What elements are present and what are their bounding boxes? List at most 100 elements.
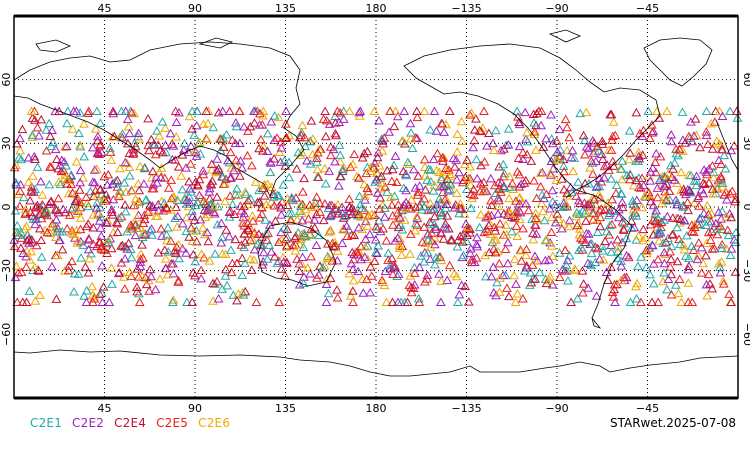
observation-marker (412, 112, 423, 122)
observation-marker (98, 282, 109, 291)
observation-marker (675, 239, 686, 248)
observation-marker (212, 192, 222, 201)
observation-marker (298, 242, 309, 252)
observation-marker (434, 194, 445, 203)
observation-marker (674, 144, 685, 153)
observation-marker (120, 206, 131, 216)
observation-marker (534, 267, 545, 277)
observation-marker (284, 172, 295, 182)
observation-marker (196, 249, 207, 258)
observation-marker (423, 164, 434, 173)
observation-marker (680, 251, 691, 260)
observation-marker (456, 116, 467, 126)
observation-marker (62, 223, 73, 233)
observation-marker (106, 204, 117, 214)
observation-marker (576, 242, 587, 252)
observation-marker (430, 259, 440, 269)
observation-marker (339, 163, 349, 172)
observation-marker (226, 172, 236, 182)
observation-marker (279, 155, 290, 165)
observation-marker (332, 285, 342, 294)
observation-marker (600, 205, 610, 214)
observation-marker (673, 213, 683, 223)
observation-marker (281, 234, 291, 243)
observation-marker (577, 185, 587, 195)
observation-marker (225, 191, 236, 200)
observation-marker (670, 280, 681, 289)
observation-marker (516, 179, 527, 188)
observation-marker (717, 206, 728, 216)
observation-marker (501, 229, 512, 239)
observation-marker (333, 181, 344, 190)
lat-tick-label-left: −30 (0, 259, 13, 282)
observation-marker (704, 163, 715, 173)
observation-marker (141, 279, 152, 289)
observation-marker (327, 256, 338, 265)
observation-marker (572, 220, 583, 230)
observation-marker (156, 224, 166, 233)
observation-marker (698, 258, 709, 268)
observation-marker (310, 197, 321, 207)
observation-marker (120, 242, 131, 251)
observation-marker (631, 294, 642, 303)
observation-marker (315, 207, 325, 216)
observation-marker (36, 114, 47, 124)
observation-marker (125, 244, 136, 254)
observation-marker (558, 198, 569, 207)
observation-marker (29, 151, 40, 161)
observation-marker (529, 126, 540, 136)
observation-marker (647, 240, 658, 250)
observation-marker (466, 203, 476, 212)
observation-marker (191, 236, 202, 246)
observation-marker (583, 258, 593, 267)
observation-marker (510, 297, 521, 306)
observation-marker (354, 107, 365, 117)
observation-marker (474, 222, 485, 232)
observation-marker (410, 202, 421, 211)
observation-marker (42, 227, 53, 237)
observation-marker (166, 193, 177, 203)
observation-marker (660, 186, 670, 196)
observation-marker (429, 211, 440, 221)
observation-marker (311, 192, 322, 201)
observation-marker (246, 265, 257, 274)
observation-marker (95, 139, 106, 149)
observation-marker (208, 296, 218, 305)
observation-marker (616, 275, 626, 284)
observation-marker (325, 273, 336, 283)
observation-marker (70, 196, 81, 205)
observation-marker (304, 200, 315, 209)
observation-marker (367, 209, 377, 218)
observation-marker (559, 166, 569, 176)
observation-marker (731, 227, 741, 237)
observation-marker (717, 111, 728, 121)
observation-marker (92, 135, 103, 145)
observation-marker (377, 275, 387, 284)
observation-marker (85, 186, 96, 196)
observation-marker (568, 166, 579, 176)
observation-marker (251, 297, 262, 306)
observation-marker (530, 213, 541, 223)
observation-marker (706, 118, 717, 128)
observation-marker (334, 140, 345, 149)
observation-marker (714, 106, 725, 115)
observation-marker (347, 209, 357, 218)
lat-tick-label-right: −30 (741, 259, 750, 282)
observation-marker (340, 211, 350, 221)
observation-marker (297, 252, 308, 262)
observation-marker (239, 242, 250, 252)
observation-marker (730, 196, 740, 206)
observation-marker (20, 204, 31, 214)
observation-marker (64, 261, 74, 270)
observation-marker (87, 281, 98, 291)
observation-marker (325, 142, 336, 151)
observation-marker (266, 158, 276, 167)
observation-marker (686, 170, 696, 180)
observation-marker (516, 256, 527, 265)
observation-marker (46, 141, 56, 150)
observation-marker (321, 279, 332, 289)
observation-marker (199, 229, 210, 239)
observation-marker (682, 197, 693, 207)
observation-marker (95, 289, 105, 298)
observation-marker (420, 162, 430, 171)
